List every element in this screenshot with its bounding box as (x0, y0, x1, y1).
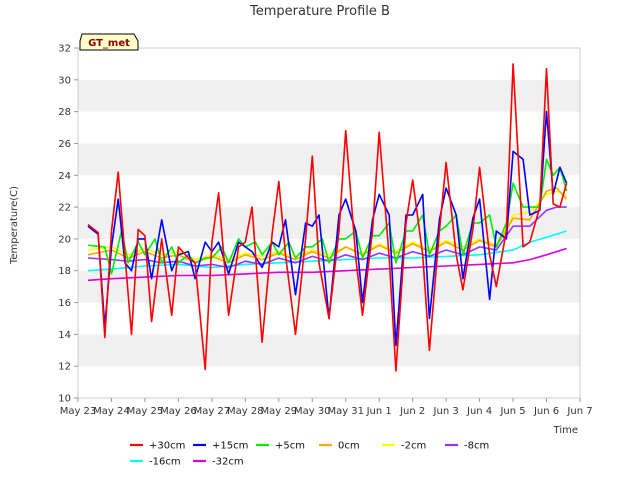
series-lines (87, 63, 568, 372)
y-tick-label: 30 (58, 75, 71, 86)
y-tick-label: 14 (58, 330, 71, 341)
x-tick-label: May 29 (261, 406, 298, 417)
legend-label: -16cm (149, 457, 181, 468)
y-tick-label: 16 (58, 298, 71, 309)
x-axis-label: Time (553, 425, 578, 436)
y-tick-label: 18 (58, 266, 71, 277)
series-line-5cm (87, 158, 568, 275)
legend-label: -32cm (212, 457, 244, 468)
grid-band (78, 175, 580, 208)
grid-band (78, 334, 580, 367)
badge-label: GT_met (88, 38, 130, 49)
series-line-16cm (87, 230, 567, 272)
y-tick-label: 20 (58, 234, 71, 245)
series-line-15cm (87, 110, 568, 347)
x-tick-label: Jun 4 (466, 406, 492, 417)
x-tick-label: May 31 (327, 406, 364, 417)
x-tick-label: May 26 (160, 406, 197, 417)
legend-label: +15cm (212, 441, 248, 452)
y-tick-label: 24 (58, 171, 71, 182)
x-tick-label: Jun 1 (366, 406, 392, 417)
plot-area-border (77, 47, 581, 399)
badge: GT_met (79, 33, 139, 51)
y-tick-label: 32 (58, 44, 71, 55)
x-tick-label: May 23 (60, 406, 97, 417)
legend-label: +5cm (275, 441, 305, 452)
grid-band (78, 111, 580, 144)
series-line-30cm (87, 63, 568, 372)
x-tick-label: May 30 (294, 406, 331, 417)
y-tick-label: 22 (58, 203, 71, 214)
grid-band (78, 79, 580, 112)
x-tick-label: Jun 2 (399, 406, 425, 417)
grid-band (78, 207, 580, 239)
x-tick-label: May 24 (93, 406, 130, 417)
x-tick-label: May 27 (194, 406, 231, 417)
chart-title: Temperature Profile B (249, 4, 390, 19)
x-tick-label: May 25 (127, 406, 164, 417)
y-tick-label: 28 (58, 107, 71, 118)
grid-band (78, 366, 580, 398)
y-tick-label: 12 (58, 362, 71, 373)
x-tick-label: Jun 6 (533, 406, 559, 417)
grid-bands (78, 48, 580, 398)
grid-band (78, 48, 580, 80)
x-tick-label: Jun 3 (433, 406, 459, 417)
x-tick-label: May 28 (227, 406, 264, 417)
x-tick-label: Jun 5 (499, 406, 525, 417)
legend: +30cm +15cm +5cm 0cm -2cm -8cm -16cm -32cm (130, 441, 489, 468)
y-axis-label: Temperature(C) (9, 186, 20, 265)
y-tick-label: 26 (58, 139, 71, 150)
legend-label: -2cm (401, 441, 426, 452)
legend-label: 0cm (338, 441, 360, 452)
grid-band (78, 270, 580, 303)
grid-band (78, 143, 580, 176)
y-axis-ticks: 10 12 14 16 18 20 22 24 26 28 30 32 (58, 44, 78, 405)
legend-label: +30cm (149, 441, 185, 452)
badge-box (79, 33, 139, 51)
y-tick-label: 10 (58, 394, 71, 405)
x-tick-label: Jun 7 (566, 406, 592, 417)
legend-label: -8cm (464, 441, 489, 452)
